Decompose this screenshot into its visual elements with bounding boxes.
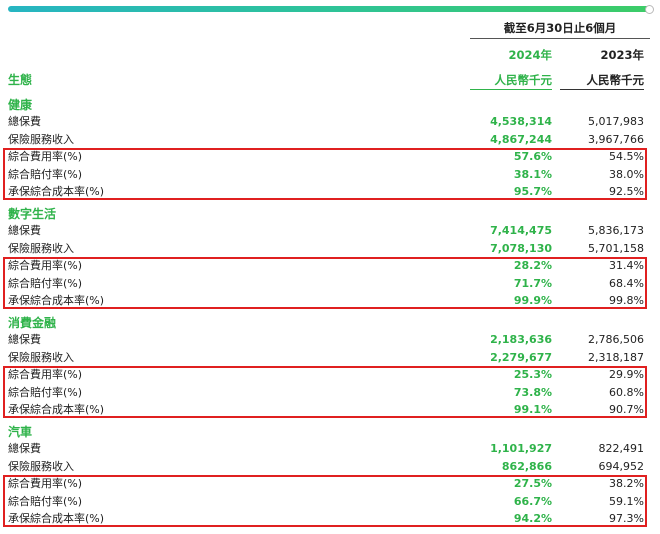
ratio-highlight-box: [3, 257, 647, 309]
value-2023: 59.1%: [609, 494, 644, 508]
value-2024: 94.2%: [513, 512, 552, 525]
value-2023: 31.4%: [609, 259, 644, 272]
value-2023: 29.9%: [609, 368, 644, 381]
ratio-highlight-box: [3, 366, 647, 418]
ratio-highlight-box: [3, 148, 647, 200]
row-label: 綜合費用率(%): [8, 368, 83, 381]
ratio-highlight-box: [3, 475, 647, 527]
table-row: 保險服務收入 2,279,677 2,318,187: [8, 349, 648, 366]
value-2023: 99.8%: [609, 294, 644, 307]
bar-end-dot: [645, 5, 654, 14]
table-row: 保險服務收入 4,867,244 3,967,766: [8, 131, 648, 148]
table-row: 承保綜合成本率(%) 94.2% 97.3%: [8, 510, 648, 527]
value-2024: 57.6%: [513, 150, 552, 163]
period-divider: [470, 38, 650, 39]
unit-2023-underline: [560, 89, 644, 90]
value-2024: 99.9%: [513, 294, 552, 307]
value-2024: 7,078,130: [490, 241, 552, 255]
unit-2023-header: 人民幣千元: [586, 73, 645, 87]
segment-title-digital-life: 數字生活: [8, 207, 57, 221]
value-2024: 2,183,636: [490, 333, 552, 346]
row-label: 保險服務收入: [8, 459, 74, 473]
value-2024: 99.1%: [513, 403, 552, 416]
row-label: 總保費: [8, 442, 41, 455]
value-2024: 25.3%: [513, 368, 552, 381]
table-row: 綜合費用率(%) 28.2% 31.4%: [8, 257, 648, 274]
value-2023: 3,967,766: [588, 132, 644, 146]
row-label: 綜合費用率(%): [8, 150, 83, 163]
value-2024: 38.1%: [513, 167, 552, 181]
unit-2024-header: 人民幣千元: [494, 73, 553, 87]
table-row: 總保費 2,183,636 2,786,506: [8, 331, 648, 348]
value-2024: 7,414,475: [490, 224, 552, 237]
value-2024: 862,866: [501, 459, 552, 473]
table-row: 承保綜合成本率(%) 99.1% 90.7%: [8, 401, 648, 418]
value-2023: 5,017,983: [588, 115, 644, 128]
row-label: 保險服務收入: [8, 241, 74, 255]
value-2023: 38.0%: [609, 167, 644, 181]
table-row: 綜合費用率(%) 57.6% 54.5%: [8, 148, 648, 165]
table-row: 保險服務收入 862,866 694,952: [8, 458, 648, 475]
year-2023-header: 2023年: [600, 48, 644, 62]
table-row: 綜合費用率(%) 25.3% 29.9%: [8, 366, 648, 383]
value-2023: 38.2%: [609, 477, 644, 490]
row-label: 承保綜合成本率(%): [8, 403, 105, 416]
row-label: 總保費: [8, 333, 41, 346]
value-2023: 90.7%: [609, 403, 644, 416]
value-2023: 68.4%: [609, 276, 644, 290]
row-label: 綜合賠付率(%): [8, 276, 83, 290]
row-label: 綜合賠付率(%): [8, 494, 83, 508]
value-2024: 71.7%: [513, 276, 552, 290]
segment-title-health: 健康: [8, 98, 33, 112]
value-2024: 27.5%: [513, 477, 552, 490]
period-header: 截至6月30日止6個月: [503, 21, 617, 35]
row-label: 承保綜合成本率(%): [8, 185, 105, 198]
value-2024: 2,279,677: [490, 350, 552, 364]
header-gradient-bar: [8, 6, 652, 12]
ecosystem-section-label: 生態: [8, 73, 33, 87]
value-2023: 2,318,187: [588, 350, 644, 364]
value-2023: 60.8%: [609, 385, 644, 399]
row-label: 綜合費用率(%): [8, 259, 83, 272]
year-2024-header: 2024年: [508, 48, 552, 62]
table-row: 綜合賠付率(%) 73.8% 60.8%: [8, 384, 648, 401]
segment-title-auto: 汽車: [8, 425, 33, 439]
row-label: 綜合賠付率(%): [8, 167, 83, 181]
value-2023: 54.5%: [609, 150, 644, 163]
value-2024: 95.7%: [513, 185, 552, 198]
table-row: 承保綜合成本率(%) 99.9% 99.8%: [8, 292, 648, 309]
unit-2024-underline: [470, 89, 552, 90]
table-row: 保險服務收入 7,078,130 5,701,158: [8, 240, 648, 257]
value-2024: 4,538,314: [490, 115, 552, 128]
row-label: 綜合賠付率(%): [8, 385, 83, 399]
table-row: 綜合賠付率(%) 38.1% 38.0%: [8, 166, 648, 183]
row-label: 總保費: [8, 115, 41, 128]
value-2024: 73.8%: [513, 385, 552, 399]
value-2023: 822,491: [598, 442, 645, 455]
table-row: 總保費 4,538,314 5,017,983: [8, 113, 648, 130]
table-row: 綜合賠付率(%) 71.7% 68.4%: [8, 275, 648, 292]
value-2024: 28.2%: [513, 259, 552, 272]
table-row: 綜合費用率(%) 27.5% 38.2%: [8, 475, 648, 492]
value-2023: 694,952: [598, 459, 645, 473]
value-2023: 5,701,158: [588, 241, 644, 255]
table-row: 綜合賠付率(%) 66.7% 59.1%: [8, 493, 648, 510]
row-label: 綜合費用率(%): [8, 477, 83, 490]
segment-title-consumer-finance: 消費金融: [8, 316, 57, 330]
row-label: 保險服務收入: [8, 350, 74, 364]
table-row: 總保費 1,101,927 822,491: [8, 440, 648, 457]
table-row: 總保費 7,414,475 5,836,173: [8, 222, 648, 239]
value-2024: 66.7%: [513, 494, 552, 508]
table-row: 承保綜合成本率(%) 95.7% 92.5%: [8, 183, 648, 200]
value-2023: 97.3%: [609, 512, 644, 525]
row-label: 承保綜合成本率(%): [8, 294, 105, 307]
value-2024: 1,101,927: [490, 442, 552, 455]
value-2023: 92.5%: [609, 185, 644, 198]
row-label: 保險服務收入: [8, 132, 74, 146]
value-2023: 2,786,506: [588, 333, 644, 346]
value-2024: 4,867,244: [490, 132, 552, 146]
value-2023: 5,836,173: [588, 224, 644, 237]
row-label: 總保費: [8, 224, 41, 237]
row-label: 承保綜合成本率(%): [8, 512, 105, 525]
